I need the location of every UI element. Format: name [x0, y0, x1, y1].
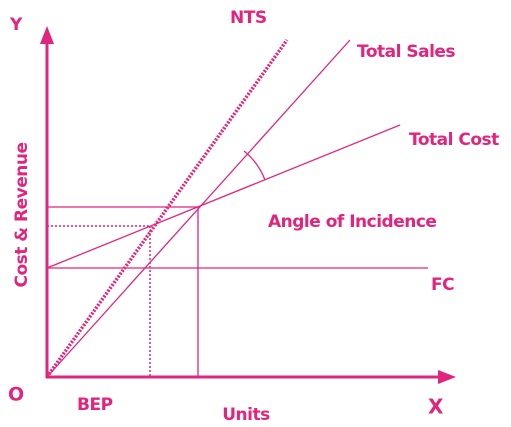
total-cost-label: Total Cost — [409, 130, 499, 150]
y-axis-label: Cost & Revenue — [12, 142, 32, 287]
total-sales-label: Total Sales — [357, 42, 455, 62]
x-arrow — [438, 370, 456, 384]
total-cost-line — [46, 124, 401, 269]
nts-line — [45, 38, 289, 379]
x-axis-label: Units — [222, 405, 270, 425]
angle-arc — [243, 150, 266, 181]
bep-label: BEP — [77, 395, 113, 415]
y-arrow — [40, 26, 54, 44]
y-letter: Y — [9, 15, 23, 35]
origin-label: O — [8, 384, 24, 406]
fc-label: FC — [431, 275, 454, 295]
angle-label: Angle of Incidence — [268, 212, 436, 232]
nts-label: NTS — [230, 8, 267, 28]
x-letter: X — [428, 395, 444, 419]
